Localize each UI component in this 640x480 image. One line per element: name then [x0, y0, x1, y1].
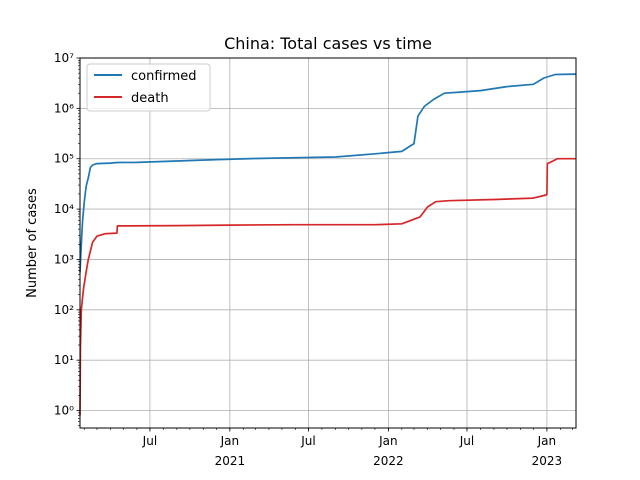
x-tick-year-label: 2022	[373, 454, 404, 468]
y-tick-label: 10⁰	[54, 404, 74, 418]
x-tick-label: Jul	[142, 434, 157, 448]
plot-frame	[79, 57, 577, 429]
y-tick-label: 10⁵	[54, 152, 74, 166]
x-tick-label: Jul	[459, 434, 474, 448]
legend: confirmed death	[86, 63, 211, 112]
legend-label-death: death	[131, 91, 169, 106]
series-line-death	[79, 157, 576, 416]
series-layer	[79, 73, 577, 416]
series-line-confirmed	[79, 73, 577, 273]
legend-label-confirmed: confirmed	[131, 69, 197, 84]
y-tick-label: 10¹	[54, 353, 74, 367]
x-tick-year-label: 2023	[532, 454, 563, 468]
y-tick-label: 10⁴	[54, 202, 74, 216]
y-tick-label: 10³	[54, 252, 74, 266]
chart-title: China: Total cases vs time	[224, 34, 432, 53]
x-tick-label: Jul	[300, 434, 315, 448]
y-tick-label: 10⁷	[54, 51, 74, 65]
y-axis-label: Number of cases	[25, 188, 40, 298]
grid-layer	[80, 57, 576, 428]
y-tick-label: 10²	[54, 303, 74, 317]
x-tick-year-label: 2021	[215, 454, 246, 468]
tick-layer: 10⁰ 10¹ 10² 10³ 10⁴ 10⁵ 10⁶ 10⁷ Jul Jan 2021 Jul Jan…	[54, 51, 573, 468]
x-tick-label: Jan	[378, 434, 398, 448]
y-tick-label: 10⁶	[54, 101, 74, 115]
x-tick-label: Jan	[537, 434, 557, 448]
x-tick-label: Jan	[220, 434, 240, 448]
